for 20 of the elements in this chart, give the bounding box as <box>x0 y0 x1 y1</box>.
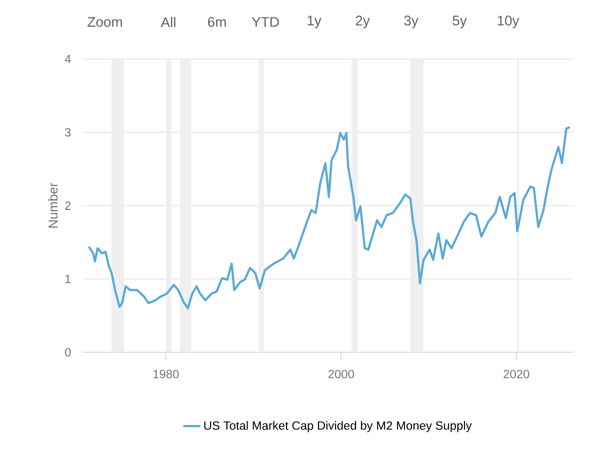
y-tick-label: 3 <box>64 128 71 137</box>
text: 6m <box>208 17 226 27</box>
line-series <box>88 126 571 310</box>
x-tick-label: 1980 <box>154 370 179 378</box>
y-tick-label: 4 <box>64 54 71 64</box>
x-tick-label: 2020 <box>504 370 530 378</box>
y-axis-title: Number <box>48 182 58 228</box>
text: Zoom <box>88 17 122 27</box>
y-tick-label: 1 <box>65 274 71 284</box>
y-tick-label: 2 <box>65 201 71 210</box>
legend-label: US Total Market Cap Divided by M2 Money Supply <box>204 421 472 432</box>
text: 3y <box>404 16 418 28</box>
y-tick-label: 0 <box>65 348 71 357</box>
text: All <box>160 16 176 28</box>
text: 2y <box>356 16 370 28</box>
text: 1y <box>308 16 322 28</box>
x-tick-label: 2000 <box>328 370 354 378</box>
text: YTD <box>252 17 279 27</box>
text: 5y <box>452 16 467 28</box>
text: 10y <box>498 16 520 28</box>
